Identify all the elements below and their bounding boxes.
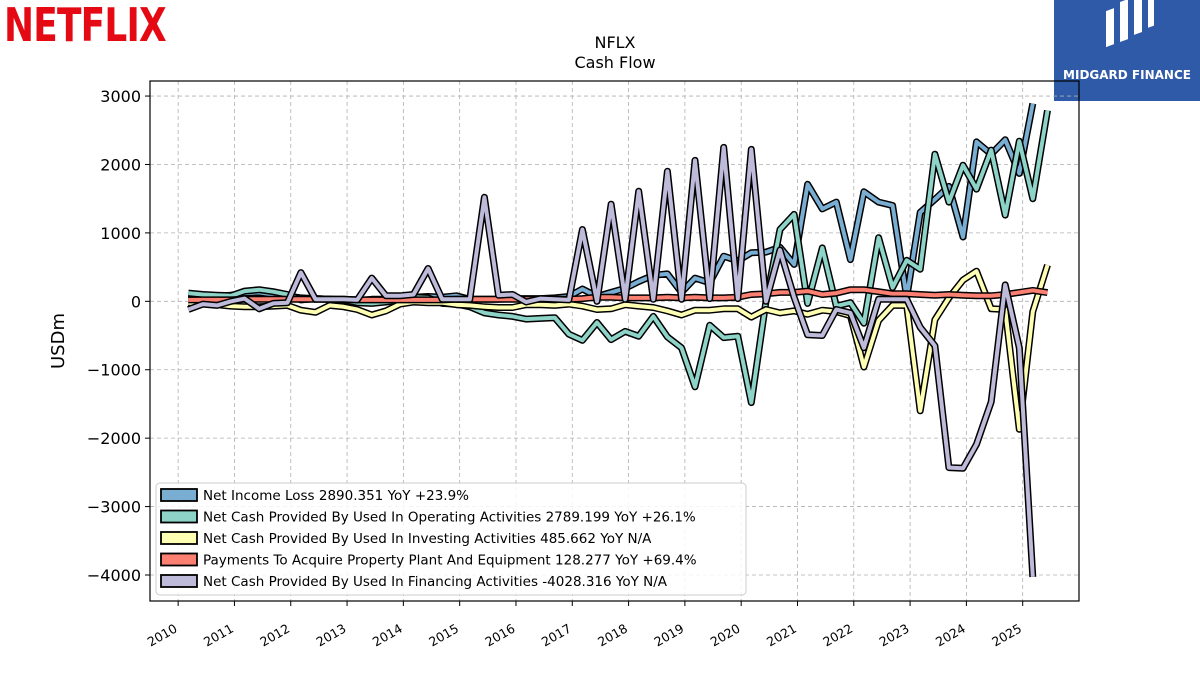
y-tick-label: −1000 [87,361,141,380]
partner-logo: MIDGARD FINANCE [1054,0,1200,101]
legend-label-3: Payments To Acquire Property Plant And E… [203,553,697,569]
legend-label-2: Net Cash Provided By Used In Investing A… [203,531,652,547]
x-tick-label: 2017 [539,621,574,650]
x-tick-label: 2018 [595,621,630,650]
y-axis-label: USDm [48,313,69,369]
x-tick-label: 2015 [426,621,461,650]
x-tick-label: 2024 [933,621,968,650]
x-tick-label: 2011 [201,621,236,650]
x-tick-label: 2023 [877,621,912,650]
legend-swatch-4 [160,574,198,588]
y-tick-label: 1000 [100,224,141,243]
x-tick-label: 2013 [314,621,349,650]
x-tick-label: 2022 [820,621,855,650]
x-tick-label: 2010 [145,621,180,650]
y-tick-label: 0 [131,292,141,311]
x-tick-label: 2019 [651,621,686,650]
partner-emblem-icon [1106,0,1154,48]
y-tick-label: −3000 [87,498,141,517]
y-axis-ticks: 3000 2000 1000 0 −1000 −2000 −3000 −4000 [87,87,150,585]
plot-frame [149,80,1080,602]
series-lines [187,102,1051,578]
series-line-2 [188,264,1050,432]
x-tick-label: 2020 [708,621,743,650]
legend-swatch-1 [160,509,198,524]
x-tick-label: 2021 [764,621,799,650]
legend-swatch-0 [160,488,198,502]
brand-logo: NETFLIX [4,0,167,52]
legend-swatch-2 [160,531,198,545]
chart-subtitle: Cash Flow [574,53,655,72]
x-axis-ticks: 2010 2011 2012 2013 2014 2015 2016 2017 2018 2019… [145,601,1024,650]
x-tick-label: 2025 [989,621,1024,650]
series-line-4 [187,145,1035,578]
legend-box [155,482,747,596]
x-tick-label: 2016 [482,621,517,650]
legend: Net Income Loss 2890.351 YoY +23.9% Net C… [155,482,747,596]
x-tick-label: 2012 [257,621,292,650]
legend-swatch-3 [160,552,198,567]
y-tick-label: 2000 [100,155,141,174]
chart-title: NFLX [594,33,635,52]
partner-name: MIDGARD FINANCE [1063,68,1191,82]
y-tick-label: 3000 [100,87,141,106]
y-tick-label: −4000 [87,566,141,585]
y-tick-label: −2000 [87,429,141,448]
x-tick-label: 2014 [370,621,405,650]
legend-label-0: Net Income Loss 2890.351 YoY +23.9% [203,488,469,504]
legend-label-1: Net Cash Provided By Used In Operating A… [203,510,696,526]
legend-label-4: Net Cash Provided By Used In Financing A… [203,574,668,590]
